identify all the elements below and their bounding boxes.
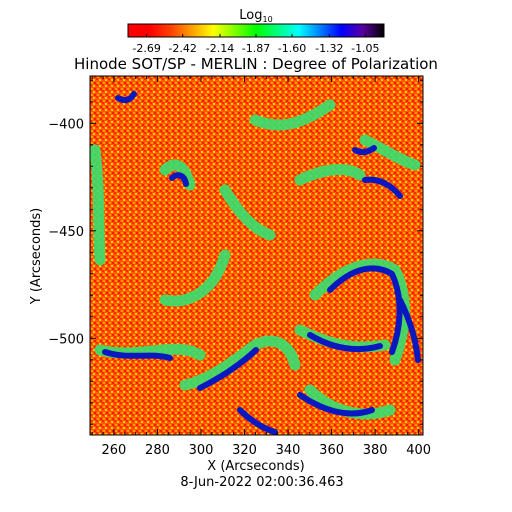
colorbar-tick-label: -1.32 [315, 42, 343, 55]
polarization-map [90, 76, 423, 435]
colorbar-tick-label: -2.42 [168, 42, 196, 55]
x-tick-label: 360 [319, 443, 344, 458]
colorbar-tick-label: -1.87 [242, 42, 270, 55]
x-tick-label: 260 [102, 443, 127, 458]
x-axis-label: X (Arcseconds) [207, 459, 304, 474]
y-tick-label: −400 [48, 117, 84, 132]
low-polarization-background [90, 76, 423, 435]
colorbar-tick-label: -2.69 [132, 42, 160, 55]
colorbar-tick-label: -2.14 [206, 42, 234, 55]
x-tick-label: 320 [232, 443, 257, 458]
y-axis: −400 −450 −500 [48, 79, 423, 425]
colorbar-label: Log10 [239, 8, 272, 24]
x-tick-label: 300 [189, 443, 214, 458]
colorbar-ticks: -2.69 -2.42 -2.14 -1.87 -1.60 -1.32 -1.05 [132, 34, 380, 55]
plot-frame [89, 75, 424, 436]
x-tick-label: 340 [276, 443, 301, 458]
x-tick-label: 400 [406, 443, 431, 458]
y-tick-label: −500 [48, 332, 84, 347]
x-tick-label: 380 [363, 443, 388, 458]
x-axis: 260 280 300 320 340 360 380 400 [91, 76, 431, 458]
y-tick-label: −450 [48, 225, 84, 240]
colorbar-tick-label: -1.05 [351, 42, 379, 55]
timestamp: 8-Jun-2022 02:00:36.463 [180, 475, 343, 490]
high-polarization-network [90, 91, 421, 435]
colorbar-tick-label: -1.60 [278, 42, 306, 55]
chart-title: Hinode SOT/SP - MERLIN : Degree of Polar… [74, 55, 438, 73]
x-tick-label: 280 [145, 443, 170, 458]
y-axis-label: Y (Arcseconds) [29, 208, 44, 305]
